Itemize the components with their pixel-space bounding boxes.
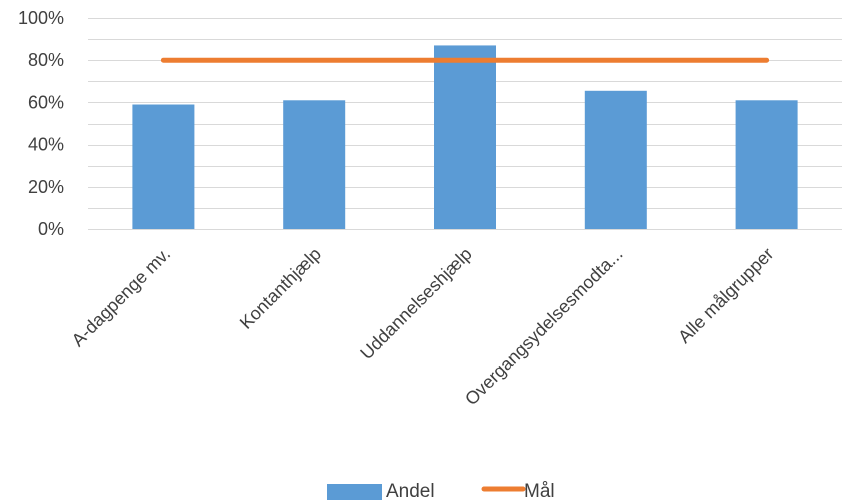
- y-tick-label: 0%: [38, 219, 64, 239]
- legend-label-maal: Mål: [524, 481, 555, 500]
- bars-series: [132, 45, 798, 230]
- y-tick-label: 20%: [28, 177, 64, 197]
- y-tick-label: 80%: [28, 50, 64, 70]
- legend: Andel Mål: [327, 481, 555, 500]
- y-tick-label: 40%: [28, 135, 64, 155]
- bar-andel-4: [584, 90, 647, 229]
- x-category-label: Overgangsydelsesmodta...: [461, 244, 627, 410]
- bar-andel-1: [132, 104, 195, 229]
- x-category-label: A-dagpenge mv.: [68, 244, 175, 351]
- y-tick-label: 60%: [28, 92, 64, 112]
- bar-andel-3: [434, 45, 496, 230]
- y-tick-label: 100%: [18, 8, 64, 28]
- x-axis-category-labels: A-dagpenge mv. Kontanthjælp Uddannelseshjæ…: [68, 244, 778, 410]
- bar-andel-2: [283, 100, 346, 229]
- x-category-label: Uddannelseshjælp: [356, 244, 476, 364]
- legend-label-andel: Andel: [386, 481, 435, 500]
- x-category-label: Alle målgrupper: [674, 244, 777, 347]
- x-category-label: Kontanthjælp: [236, 244, 325, 333]
- y-axis-tick-labels: 0% 20% 40% 60% 80% 100%: [18, 8, 64, 239]
- bar-andel-5: [735, 100, 798, 229]
- legend-swatch-andel: [327, 484, 382, 500]
